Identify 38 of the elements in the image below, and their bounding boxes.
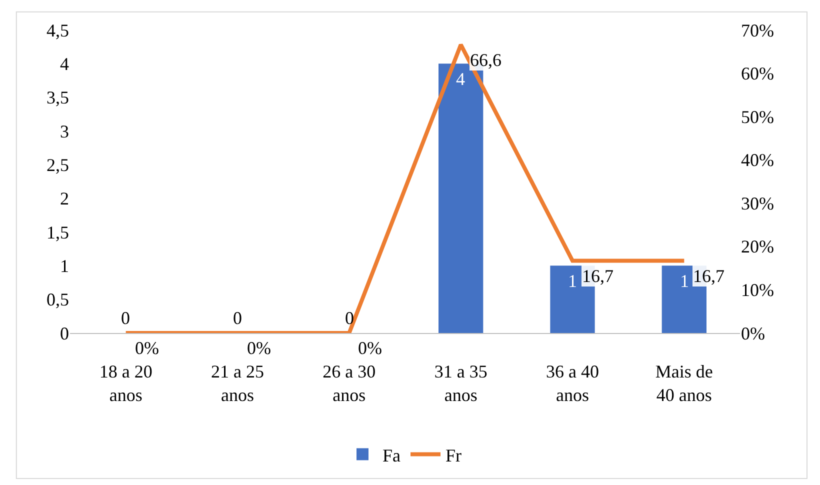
y-tick-label: 0 bbox=[60, 323, 69, 344]
data-label: 0 bbox=[233, 308, 242, 328]
legend-label: Fa bbox=[382, 445, 401, 466]
y2-tick-label: 50% bbox=[741, 106, 774, 127]
y2-tick-label: 40% bbox=[741, 150, 774, 170]
x-tick-label: 36 a 40 anos bbox=[546, 362, 599, 405]
y-tick-label: 0,5 bbox=[46, 290, 69, 310]
data-label: 66,6 bbox=[470, 50, 502, 70]
y-tick-label: 2,5 bbox=[46, 154, 69, 175]
y2-tick-label: 30% bbox=[741, 193, 774, 214]
data-label: 4 bbox=[456, 69, 465, 89]
y-tick-label: 4,5 bbox=[46, 20, 69, 40]
data-label: 16,7 bbox=[582, 266, 614, 286]
x-tick-label: 26 a 30 anos bbox=[322, 362, 376, 405]
data-label: 0% bbox=[135, 338, 159, 358]
y2-tick-label: 70% bbox=[741, 20, 774, 40]
y2-tick-label: 20% bbox=[741, 236, 774, 257]
y2-tick-label: 10% bbox=[741, 280, 774, 300]
data-label: 1 bbox=[568, 271, 577, 291]
data-label: 0% bbox=[358, 338, 382, 358]
y-tick-label: 1,5 bbox=[46, 222, 69, 242]
y-tick-label: 3 bbox=[60, 121, 69, 142]
y-tick-label: 4 bbox=[60, 54, 69, 74]
x-tick-label: Mais de 40 anos bbox=[655, 362, 713, 405]
y-tick-label: 2 bbox=[60, 188, 69, 209]
data-label: 0 bbox=[345, 308, 354, 328]
y-tick-label: 1 bbox=[60, 256, 69, 276]
data-label: 0% bbox=[247, 338, 271, 358]
legend-label: Fr bbox=[446, 445, 462, 466]
y-tick-label: 3,5 bbox=[46, 88, 69, 108]
data-label: 0 bbox=[121, 308, 130, 328]
data-label: 1 bbox=[680, 271, 689, 291]
y2-tick-label: 0% bbox=[741, 323, 765, 344]
x-tick-label: 21 a 25 anos bbox=[211, 362, 264, 405]
x-tick-label: 31 a 35 anos bbox=[434, 362, 488, 405]
data-label: 16,7 bbox=[693, 266, 724, 286]
y2-tick-label: 60% bbox=[741, 64, 774, 84]
x-tick-label: 18 a 20 anos bbox=[99, 362, 152, 405]
